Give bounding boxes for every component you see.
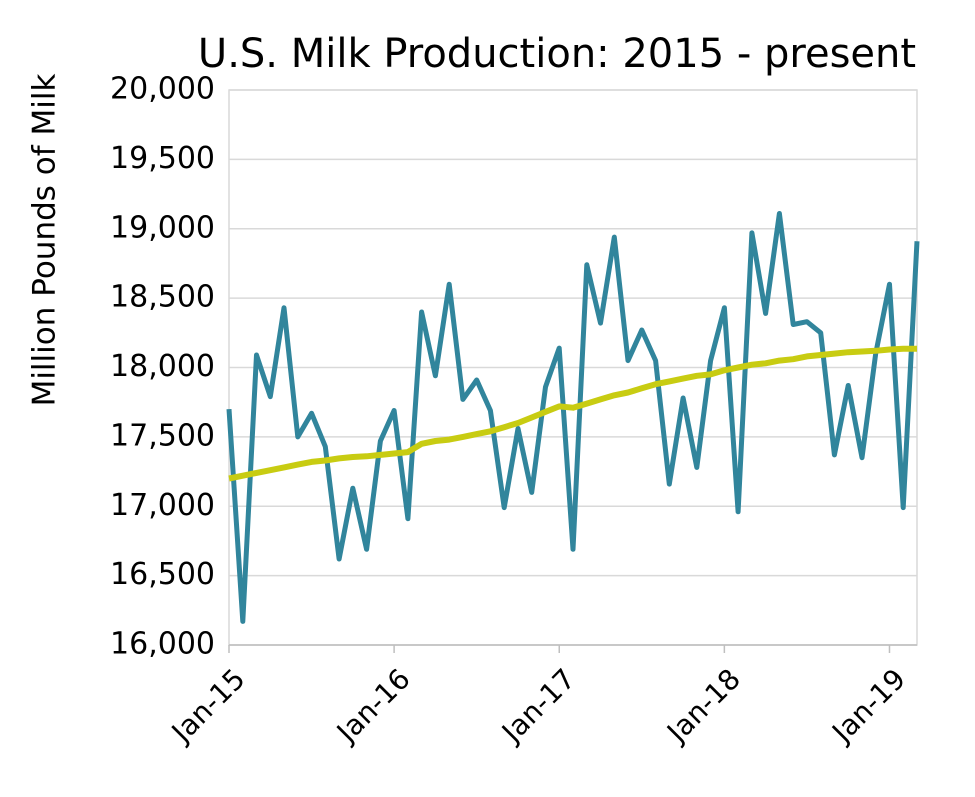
y-tick-label: 19,500 <box>110 141 215 176</box>
y-tick-label: 18,000 <box>110 349 215 384</box>
chart-title: U.S. Milk Production: 2015 - present <box>198 31 916 77</box>
y-tick-label: 19,000 <box>110 210 215 245</box>
series-line <box>228 345 917 482</box>
y-tick-label: 17,000 <box>110 488 215 523</box>
y-tick-label: 20,000 <box>110 72 215 107</box>
y-tick-label: 16,500 <box>110 557 215 592</box>
y-tick-label: 17,500 <box>110 418 215 453</box>
y-tick-label: 18,500 <box>110 280 215 315</box>
series-line <box>226 211 920 624</box>
y-tick-label: 16,000 <box>110 627 215 662</box>
y-axis-label: Million Pounds of Milk <box>27 74 63 407</box>
